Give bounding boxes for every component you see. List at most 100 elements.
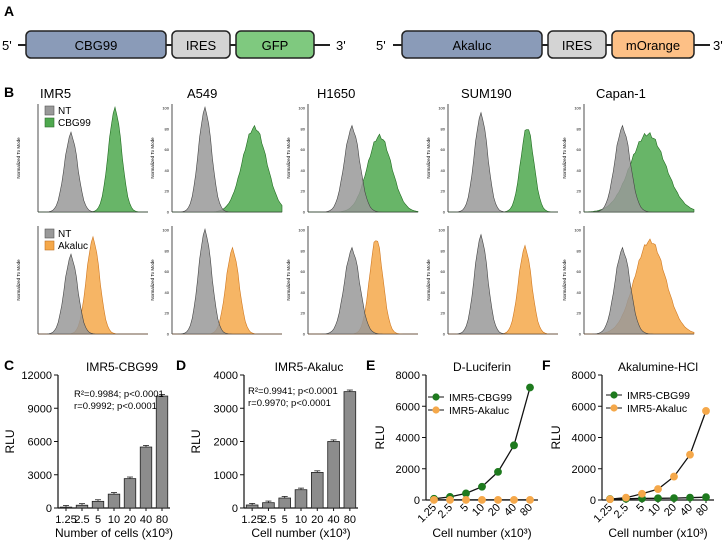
- construct-1-gfp-box: [235, 30, 315, 59]
- panel-label-d: D: [176, 357, 186, 373]
- bar-40: [327, 441, 340, 509]
- stat-annotation: R²=0.9941; p<0.0001: [248, 386, 338, 397]
- y-tick-label: 2000: [396, 464, 420, 476]
- x-axis-label: Cell number (x10³): [608, 526, 707, 540]
- y-tick-label: 6000: [572, 401, 596, 413]
- x-tick-label: 20: [311, 514, 323, 526]
- cbg99-histogram: [583, 132, 695, 213]
- point-IMR5-Akaluc-2.5: [446, 496, 454, 504]
- bar-1.25: [59, 506, 73, 509]
- legend-nt2-swatch: [44, 228, 55, 239]
- x-tick-label: 80: [518, 502, 535, 519]
- nt-histogram: [172, 106, 282, 213]
- x-tick-label: 10: [470, 502, 487, 519]
- construct-1-gfp-label: GFP: [262, 38, 289, 53]
- x-tick-label: 20: [662, 502, 679, 519]
- nt-histogram: [308, 124, 418, 213]
- x-tick-label: 20: [124, 514, 136, 526]
- chart-d-imr5-akaluc: IMR5-Akaluc 0 1000 2000 3000 4000 RLU Cell numb…: [189, 360, 358, 540]
- point-IMR5-Akaluc-80: [702, 407, 710, 415]
- point-IMR5-Akaluc-1.25: [430, 496, 438, 504]
- histogram-sum190-row1: Normalized To Mode 0 20 40 60 80 100: [426, 104, 558, 215]
- x-tick-label: 5: [95, 514, 101, 526]
- x-tick-label: 2.5: [436, 502, 455, 521]
- y-tick-label: 40: [441, 290, 446, 295]
- y-tick-label: 6000: [396, 401, 420, 413]
- bar-5: [278, 497, 291, 509]
- nt-histogram: [38, 253, 148, 335]
- x-tick-label: 10: [108, 514, 120, 526]
- point-IMR5-Akaluc-10: [654, 485, 662, 493]
- y-tick-label: 20: [577, 311, 582, 316]
- x-tick-label: 10: [646, 502, 663, 519]
- bar-40: [139, 446, 153, 509]
- y-tick-label: 100: [574, 106, 581, 111]
- legend-row1: NT CBG99: [44, 105, 91, 129]
- y-tick-label: 0: [443, 210, 446, 215]
- cell-line-capan1: Capan-1: [596, 86, 646, 101]
- x-tick-label: 40: [678, 502, 695, 519]
- y-axis-label: Normalized To Mode: [16, 259, 21, 301]
- y-axis-label: Normalized To Mode: [286, 259, 291, 301]
- y-tick-label: 6000: [28, 437, 52, 449]
- x-axis-label: Cell number (x10³): [432, 526, 531, 540]
- y-tick-label: 20: [301, 311, 306, 316]
- y-tick-label: 2000: [214, 437, 238, 449]
- y-tick-label: 0: [579, 332, 582, 337]
- chart-f-akalumine: Akalumine-HCl 0 2000 4000 6000 8000 RLU Cell nu…: [549, 360, 714, 540]
- legend-nt2-label: NT: [58, 229, 71, 240]
- y-tick-label: 1000: [214, 470, 238, 482]
- y-tick-label: 100: [438, 106, 445, 111]
- y-tick-label: 100: [162, 106, 169, 111]
- y-tick-label: 2000: [572, 464, 596, 476]
- construct-2-morange-box: [611, 30, 695, 59]
- bar-5: [91, 500, 105, 509]
- cbg99-histogram: [448, 129, 558, 213]
- akaluc-histogram: [172, 246, 282, 335]
- construct-1-cbg99-label: CBG99: [75, 38, 118, 53]
- y-tick-label: 4000: [214, 370, 238, 382]
- legend-label: IMR5-Akaluc: [627, 403, 687, 415]
- panel-label-a: A: [4, 3, 14, 19]
- bar-2.5: [75, 504, 89, 509]
- construct-2-ires-label: IRES: [562, 38, 593, 53]
- y-tick-label: 100: [298, 106, 305, 111]
- y-axis-label: Normalized To Mode: [562, 259, 567, 301]
- y-tick-label: 0: [303, 210, 306, 215]
- y-tick-label: 3000: [28, 470, 52, 482]
- construct-1-ires-label: IRES: [186, 38, 217, 53]
- point-IMR5-Akaluc-20: [494, 496, 502, 504]
- y-tick-label: 0: [414, 495, 420, 507]
- x-tick-label: 5: [634, 502, 647, 515]
- x-tick-label: 5: [282, 514, 288, 526]
- y-tick-label: 40: [577, 290, 582, 295]
- y-tick-label: 100: [574, 228, 581, 233]
- y-tick-label: 60: [165, 147, 170, 152]
- x-tick-label: 10: [295, 514, 307, 526]
- nt-histogram: [172, 228, 282, 335]
- y-tick-label: 80: [441, 126, 446, 131]
- legend-marker: [610, 404, 618, 412]
- histogram-h1650-row1: Normalized To Mode 0 20 40 60 80 100: [286, 104, 419, 215]
- akaluc-histogram: [448, 244, 558, 335]
- y-tick-label: 40: [441, 168, 446, 173]
- x-tick-label: 40: [140, 514, 152, 526]
- histogram-imr5-row1: Normalized To Mode: [16, 104, 148, 213]
- y-tick-label: 0: [443, 332, 446, 337]
- y-tick-label: 80: [301, 248, 306, 253]
- point-IMR5-Akaluc-1.25: [606, 495, 614, 504]
- y-axis-label: Normalized To Mode: [16, 137, 21, 179]
- legend-label: IMR5-Akaluc: [449, 405, 509, 417]
- y-axis-label: RLU: [373, 425, 387, 449]
- point-IMR5-Akaluc-40: [686, 450, 694, 459]
- point-IMR5-CBG99-80: [702, 493, 710, 502]
- point-IMR5-CBG99-20: [494, 467, 502, 476]
- construct-1-ires-box: [171, 30, 231, 59]
- y-tick-label: 80: [577, 126, 582, 131]
- y-axis-label: Normalized To Mode: [426, 137, 431, 179]
- nt-histogram: [38, 131, 148, 213]
- point-IMR5-CBG99-10: [654, 494, 662, 503]
- y-tick-label: 60: [301, 147, 306, 152]
- legend-label: IMR5-CBG99: [627, 390, 690, 402]
